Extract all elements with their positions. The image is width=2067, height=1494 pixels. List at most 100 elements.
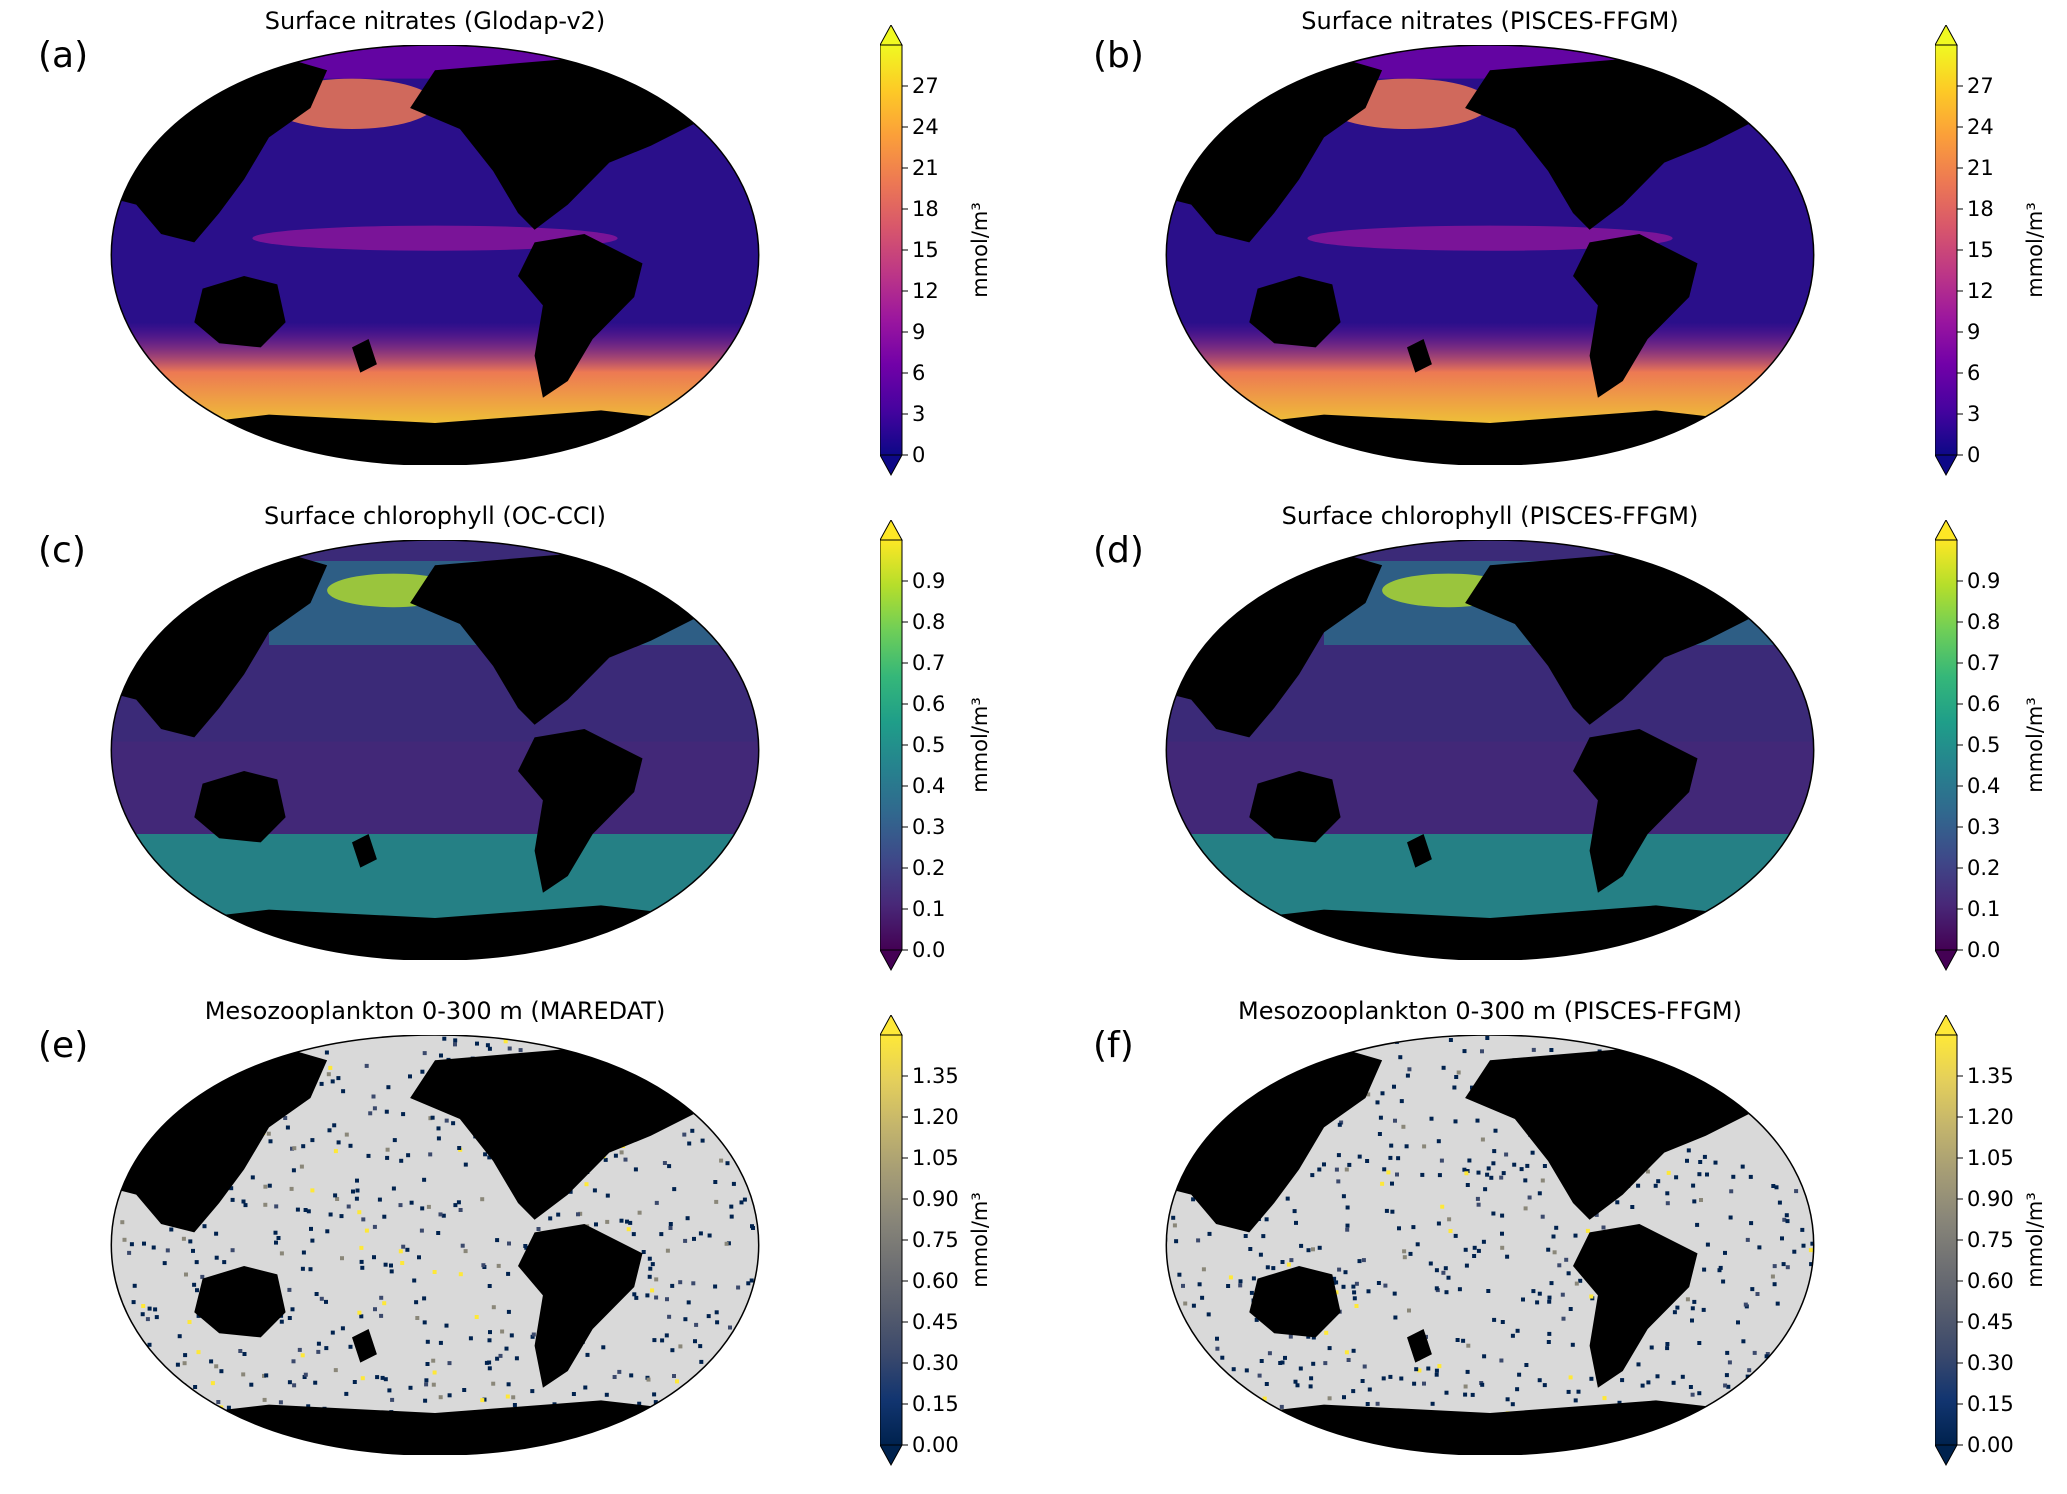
- sample-point: [194, 1077, 199, 1082]
- sample-point: [1589, 1376, 1594, 1381]
- sample-point: [1785, 1219, 1790, 1224]
- sample-point: [1378, 1115, 1383, 1120]
- sample-point: [1574, 1281, 1579, 1286]
- sample-point: [88, 1280, 92, 1284]
- sample-point: [512, 1403, 517, 1407]
- sample-point: [748, 1302, 753, 1307]
- sample-point: [1094, 1239, 1098, 1243]
- sample-point: [1176, 1357, 1181, 1362]
- sample-point: [273, 1230, 278, 1235]
- sample-point: [1899, 1313, 1903, 1317]
- sample-point: [1713, 1160, 1718, 1165]
- sample-point: [430, 1115, 435, 1120]
- sample-point: [1828, 1051, 1832, 1055]
- sample-point: [438, 1395, 443, 1400]
- sample-point: [1209, 1048, 1214, 1053]
- sample-point: [1841, 1426, 1845, 1430]
- colorbar-tick-label: 0.2: [912, 856, 945, 880]
- sample-point: [1156, 1247, 1160, 1251]
- sample-point: [310, 1238, 315, 1243]
- sample-point: [1547, 1331, 1552, 1336]
- sample-point: [1148, 1054, 1152, 1058]
- sample-point: [1747, 1368, 1752, 1373]
- sample-point: [420, 1069, 425, 1074]
- colorbar-min-arrow: [880, 454, 903, 477]
- sample-point: [150, 1129, 155, 1134]
- sample-point: [1787, 1437, 1792, 1442]
- sample-point: [1476, 1248, 1481, 1253]
- sample-point: [1091, 1083, 1095, 1087]
- sample-point: [1705, 1072, 1709, 1076]
- sample-point: [1476, 1170, 1481, 1175]
- sample-point: [1817, 1417, 1821, 1421]
- sample-point: [1862, 1080, 1866, 1084]
- sample-point: [1089, 1290, 1093, 1294]
- sample-point: [106, 1171, 110, 1175]
- sample-point: [1723, 1383, 1728, 1388]
- colorbar-tick-label: 0.4: [912, 774, 945, 798]
- sample-point: [141, 1368, 146, 1373]
- sample-point: [787, 1204, 791, 1208]
- sample-point: [1158, 1142, 1162, 1146]
- sample-point: [1485, 1036, 1490, 1040]
- sample-point: [422, 1051, 427, 1056]
- sample-point: [1248, 1247, 1253, 1251]
- sample-point: [796, 1148, 800, 1152]
- sample-point: [1749, 1221, 1754, 1226]
- sample-point: [401, 1244, 406, 1249]
- sample-point: [1829, 1089, 1833, 1093]
- sample-point: [1750, 1104, 1755, 1109]
- sample-point: [715, 1320, 720, 1325]
- sample-point: [1434, 1286, 1439, 1291]
- sample-point: [62, 1366, 66, 1370]
- sample-point: [379, 1313, 384, 1318]
- sample-point: [619, 1150, 624, 1155]
- sample-point: [1422, 1381, 1426, 1386]
- sample-point: [1128, 1123, 1132, 1127]
- sample-point: [1120, 1068, 1124, 1072]
- sample-point: [530, 1389, 535, 1394]
- sample-point: [1454, 1075, 1459, 1079]
- sample-point: [1788, 1334, 1793, 1339]
- sample-point: [1800, 1177, 1805, 1182]
- sample-point: [1280, 1260, 1285, 1264]
- sample-point: [1799, 1344, 1804, 1349]
- sample-point: [1434, 1368, 1439, 1373]
- sample-point: [1841, 1064, 1845, 1068]
- sample-point: [1240, 1451, 1245, 1455]
- sample-point: [683, 1317, 688, 1322]
- sample-point: [120, 1220, 125, 1225]
- sample-point: [303, 1208, 308, 1212]
- sample-point: [422, 1320, 427, 1325]
- sample-point: [746, 1281, 751, 1286]
- sample-point: [1097, 1445, 1101, 1449]
- sample-point: [1632, 1445, 1637, 1450]
- land-australia: [194, 1266, 286, 1338]
- sample-point: [829, 1305, 833, 1309]
- sample-point: [1748, 1174, 1753, 1179]
- sample-point: [1776, 1110, 1781, 1115]
- sample-point: [306, 1404, 311, 1409]
- sample-point: [274, 1204, 279, 1209]
- sample-point: [747, 1351, 752, 1356]
- sample-point: [177, 1452, 182, 1455]
- colorbar-tick-label: 9: [1967, 320, 1980, 344]
- map-outline: [1165, 540, 1815, 960]
- sample-point: [1665, 1342, 1670, 1346]
- sample-point: [1675, 1305, 1680, 1310]
- sample-point: [1485, 1172, 1490, 1177]
- sample-point: [400, 1261, 405, 1265]
- sample-point: [1426, 1366, 1431, 1371]
- sample-point: [1576, 1389, 1581, 1394]
- sample-point: [279, 1319, 284, 1324]
- sample-point: [637, 1401, 642, 1406]
- sample-point: [1857, 1163, 1861, 1167]
- sample-point: [219, 1369, 224, 1374]
- sample-point: [153, 1307, 158, 1312]
- sample-point: [1557, 1263, 1562, 1268]
- sample-point: [480, 1398, 485, 1403]
- world-map: [1165, 45, 1815, 465]
- land-northAmerica: [1465, 57, 1756, 230]
- panel-label: (f): [1093, 1025, 1134, 1066]
- colorbar-tick-label: 0.9: [1967, 569, 2000, 593]
